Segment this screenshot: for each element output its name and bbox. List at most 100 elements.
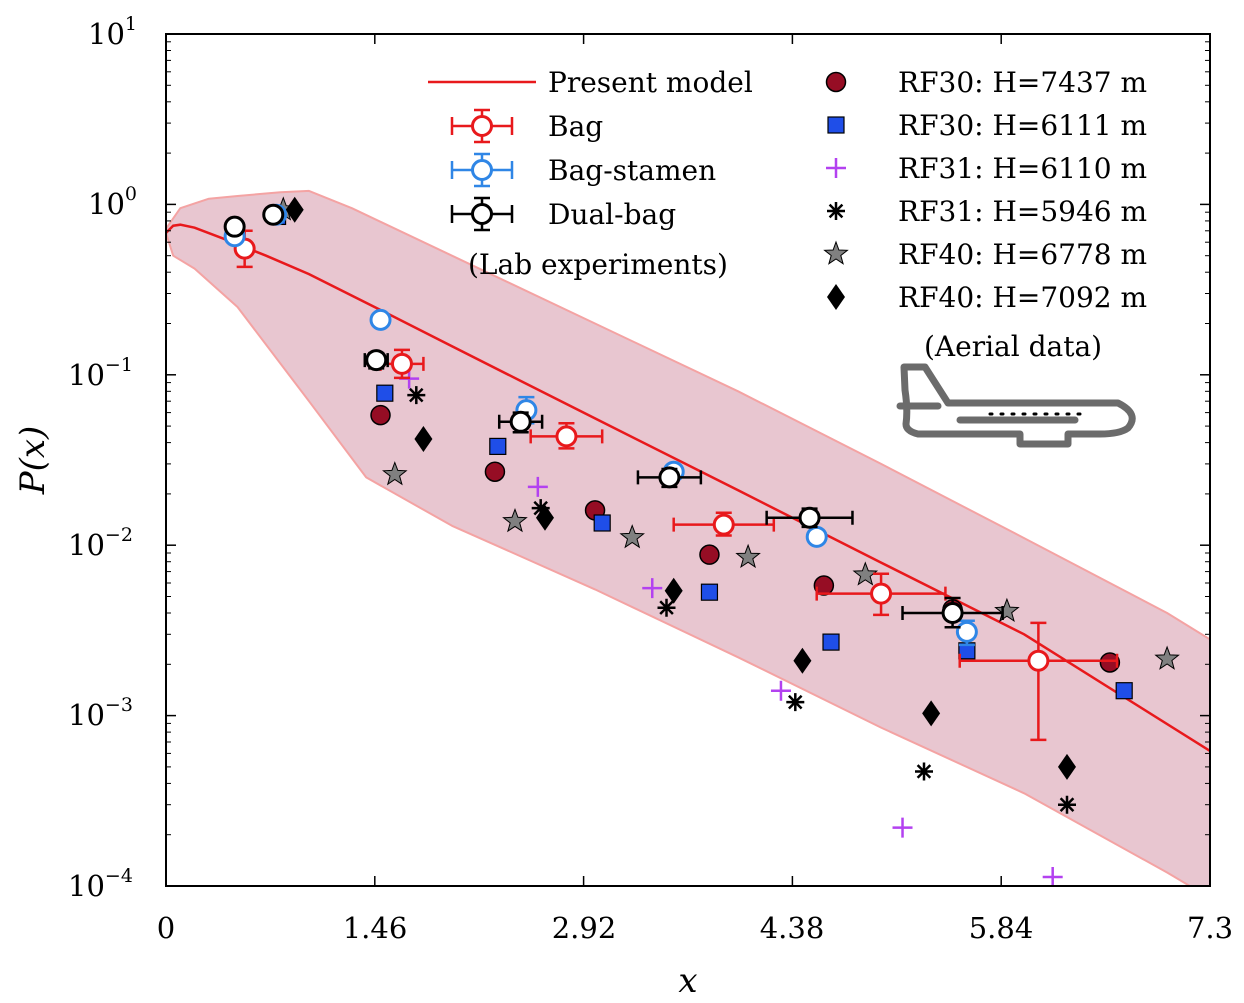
data-point-bag xyxy=(712,513,735,536)
legend-label-rf31-5946: RF31: H=5946 m xyxy=(898,195,1147,228)
uncertainty-band-layer xyxy=(166,189,1210,886)
y-tick-label: 10−1 xyxy=(68,354,133,392)
data-point-rf31-h-6110-m xyxy=(527,476,548,497)
data-point-rf31-h-5946-m xyxy=(786,693,805,712)
data-point-dual-bag xyxy=(365,349,388,372)
legend-label-rf30-6111: RF30: H=6111 m xyxy=(898,109,1147,142)
legend-label-rf40-6778: RF40: H=6778 m xyxy=(898,238,1147,271)
x-tick-label: 1.46 xyxy=(343,911,408,945)
data-point-rf30-h-7437-m xyxy=(1099,652,1121,673)
airplane-icon xyxy=(896,363,1136,448)
data-point-rf40-h-6778-m xyxy=(852,561,879,586)
y-error-bar xyxy=(1030,621,1047,742)
data-point-rf40-h-6778-m xyxy=(619,524,645,549)
legend-aerial: RF30: H=7437 m RF30: H=6111 m RF31: H=61… xyxy=(823,66,1147,363)
x-tick-label: 5.84 xyxy=(969,911,1034,945)
axis-ticks xyxy=(165,33,1211,887)
legend-marker-square xyxy=(827,116,845,134)
legend-marker-asterisk xyxy=(827,202,845,220)
legend-label-rf40-7092: RF40: H=7092 m xyxy=(898,281,1147,314)
y-tick-label: 100 xyxy=(88,183,137,221)
data-point-rf40-h-7092-m xyxy=(535,504,554,531)
data-point-dual-bag xyxy=(941,602,964,625)
legend-label-rf31-6110: RF31: H=6110 m xyxy=(898,152,1147,185)
data-point-rf40-h-6778-m xyxy=(1154,645,1180,670)
data-point-rf30-h-6111-m xyxy=(489,437,507,456)
x-tick-label: 4.38 xyxy=(760,911,825,945)
data-point-rf40-h-7092-m xyxy=(1057,753,1076,780)
legend-aerial-markers xyxy=(823,71,849,310)
legend-label-bag: Bag xyxy=(548,110,603,143)
x-tick-label: 0 xyxy=(157,911,175,945)
x-axis-label: x xyxy=(678,961,697,1001)
data-point-rf40-h-6778-m xyxy=(382,461,408,486)
data-point-rf31-h-6110-m xyxy=(1042,866,1063,887)
legend-caption-aerial: (Aerial data) xyxy=(924,330,1102,363)
legend-marker-star xyxy=(823,240,849,265)
data-point-rf31-h-6110-m xyxy=(642,578,663,599)
data-point-rf30-h-7437-m xyxy=(813,575,835,596)
data-point-bag xyxy=(870,582,893,605)
y-tick-label: 10−4 xyxy=(68,865,133,903)
legend-label-rf30-7437: RF30: H=7437 m xyxy=(898,66,1147,99)
model-curve-layer xyxy=(166,223,1210,753)
y-tick-labels: 101 100 10−1 10−2 10−3 10−4 xyxy=(68,13,137,903)
data-point-rf40-h-7092-m xyxy=(285,196,304,223)
data-point-bag xyxy=(1027,649,1050,672)
data-point-rf30-h-6111-m xyxy=(700,583,719,601)
data-point-rf31-h-5946-m xyxy=(657,598,676,617)
data-point-rf30-h-7437-m xyxy=(699,544,720,565)
data-point-bag-stamen xyxy=(805,525,828,548)
data-point-rf40-h-7092-m xyxy=(414,425,433,452)
x-tick-label: 7.3 xyxy=(1187,911,1233,945)
data-point-rf31-h-5946-m xyxy=(407,386,426,405)
data-point-bag xyxy=(555,425,578,448)
data-point-rf30-h-7437-m xyxy=(370,404,391,426)
data-point-rf30-h-7437-m xyxy=(484,461,506,482)
data-point-dual-bag xyxy=(798,506,821,529)
data-point-dual-bag xyxy=(262,203,285,226)
data-point-bag xyxy=(390,352,413,375)
legend-caption-lab: (Lab experiments) xyxy=(468,248,728,281)
uncertainty-band xyxy=(166,189,1210,886)
data-point-rf30-h-6111-m xyxy=(376,384,394,402)
plot-frame xyxy=(165,33,1211,887)
data-point-rf30-h-6111-m xyxy=(822,633,840,651)
legend-label-dual-bag: Dual-bag xyxy=(548,198,676,231)
data-point-dual-bag xyxy=(509,410,532,433)
data-point-rf40-h-6778-m xyxy=(994,597,1020,623)
data-point-bag-stamen xyxy=(369,308,392,331)
data-points-layer xyxy=(223,196,1180,887)
data-point-rf30-h-6111-m xyxy=(1115,682,1133,700)
data-point-rf40-h-7092-m xyxy=(793,647,812,674)
y-axis-label: P(x) xyxy=(13,426,53,496)
data-point-dual-bag xyxy=(223,215,246,238)
y-tick-label: 101 xyxy=(88,13,137,51)
legend-lab: Present model Bag Bag-stamen Dual-bag (L… xyxy=(428,66,753,281)
data-point-rf40-h-6778-m xyxy=(735,543,761,569)
x-tick-label: 2.92 xyxy=(552,911,617,945)
data-point-rf31-h-5946-m xyxy=(915,762,933,781)
legend-marker-plus xyxy=(826,158,846,178)
legend-marker-bag-stamen xyxy=(471,159,493,181)
data-point-rf31-h-6110-m xyxy=(892,817,913,838)
y-tick-label: 10−3 xyxy=(68,694,133,732)
y-tick-label: 10−2 xyxy=(68,524,133,562)
data-point-rf40-h-6778-m xyxy=(502,507,528,533)
legend-lab-markers xyxy=(450,108,514,232)
model-curve xyxy=(166,223,1210,753)
data-point-rf31-h-5946-m xyxy=(531,499,550,518)
data-point-rf31-h-6110-m xyxy=(770,680,791,701)
data-point-rf31-h-5946-m xyxy=(1058,795,1076,814)
legend-marker-bag xyxy=(471,115,493,137)
data-point-dual-bag xyxy=(658,466,681,489)
legend-marker-dual-bag xyxy=(471,203,493,225)
legend-marker-circle xyxy=(825,71,847,93)
data-point-rf40-h-7092-m xyxy=(664,577,683,604)
legend-label-bag-stamen: Bag-stamen xyxy=(548,154,716,187)
legend-marker-diamond xyxy=(827,284,845,310)
legend-label-model: Present model xyxy=(548,66,753,99)
x-tick-labels: 0 1.46 2.92 4.38 5.84 7.3 xyxy=(157,911,1233,945)
airplane-body-outline xyxy=(900,363,1136,448)
